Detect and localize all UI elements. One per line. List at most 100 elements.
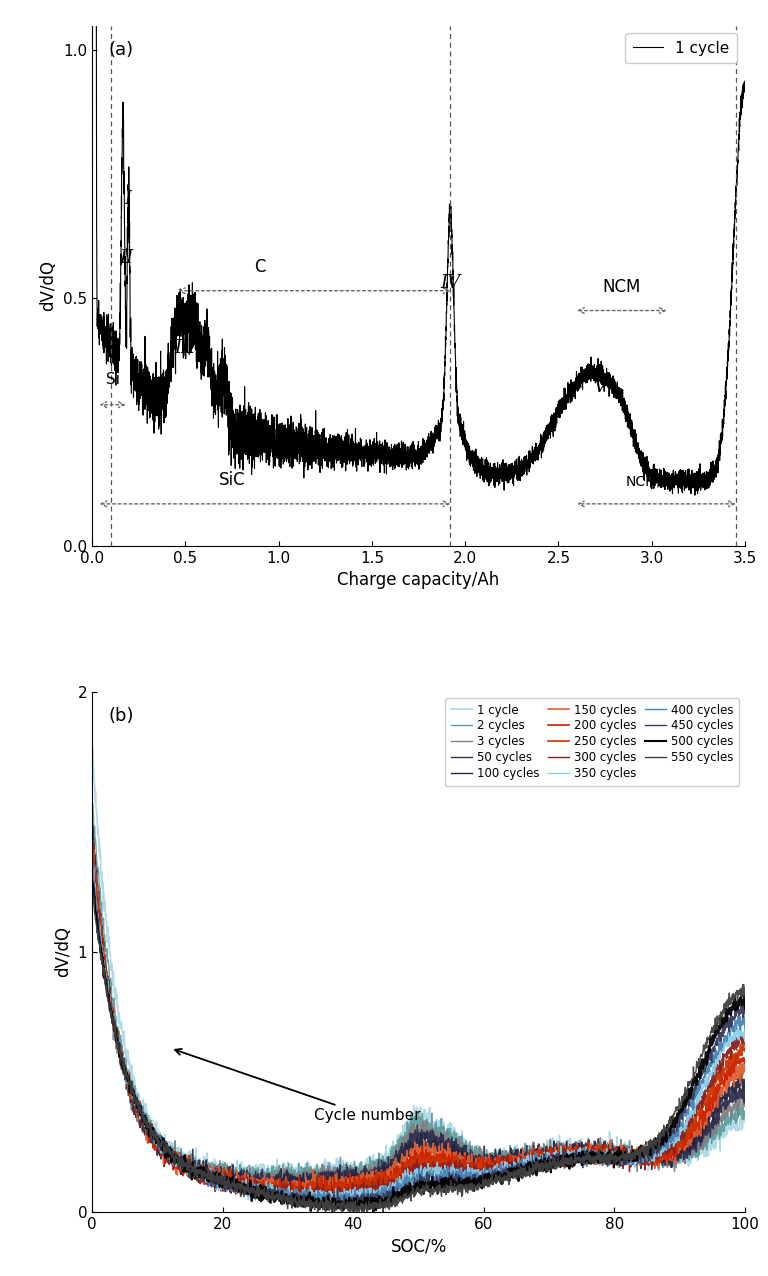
Text: V: V	[593, 379, 606, 397]
1 cycle	[389, 1139, 398, 1155]
550 cycles	[122, 1063, 131, 1078]
Line: 500 cycles: 500 cycles	[93, 883, 745, 1212]
500 cycles	[722, 1014, 731, 1030]
300 cycles	[740, 1037, 750, 1053]
300 cycles	[293, 1197, 303, 1212]
1 cycle	[722, 1127, 731, 1142]
Line: 150 cycles: 150 cycles	[93, 840, 745, 1197]
2 cycles	[721, 1114, 730, 1129]
250 cycles	[122, 1073, 131, 1088]
150 cycles	[722, 1074, 731, 1090]
2 cycles	[406, 1115, 415, 1131]
150 cycles	[321, 1189, 330, 1205]
250 cycles	[335, 1194, 344, 1210]
400 cycles	[352, 1201, 361, 1216]
200 cycles	[122, 1069, 131, 1085]
Legend: 1 cycle: 1 cycle	[625, 33, 737, 64]
50 cycles	[88, 818, 98, 833]
100 cycles	[389, 1159, 398, 1174]
3 cycles	[722, 1097, 731, 1113]
300 cycles	[406, 1165, 415, 1180]
Text: (a): (a)	[108, 41, 134, 59]
450 cycles	[121, 1060, 131, 1076]
100 cycles	[740, 1072, 750, 1087]
450 cycles	[721, 1012, 730, 1027]
2 cycles	[285, 1182, 294, 1197]
3 cycles	[121, 1073, 131, 1088]
1 cycle	[259, 435, 268, 450]
350 cycles	[88, 859, 98, 874]
50 cycles	[121, 1069, 131, 1085]
250 cycles	[88, 843, 98, 859]
400 cycles	[722, 1034, 731, 1049]
1 cycle	[121, 1042, 131, 1058]
200 cycles	[722, 1067, 731, 1082]
500 cycles	[389, 1179, 398, 1194]
2 cycles	[88, 795, 98, 810]
500 cycles	[122, 1069, 131, 1085]
450 cycles	[406, 1178, 415, 1193]
250 cycles	[406, 1161, 415, 1176]
1 cycle	[406, 1122, 415, 1137]
150 cycles	[88, 832, 98, 847]
Line: 3 cycles: 3 cycles	[93, 859, 745, 1191]
Line: 300 cycles: 300 cycles	[93, 863, 745, 1205]
150 cycles	[721, 1085, 730, 1100]
Text: Cycle number: Cycle number	[175, 1049, 421, 1123]
500 cycles	[369, 1205, 378, 1220]
500 cycles	[88, 875, 98, 891]
550 cycles	[389, 1197, 398, 1212]
Text: I: I	[124, 190, 131, 208]
1 cycle	[404, 454, 413, 470]
100 cycles	[88, 829, 98, 845]
450 cycles	[602, 1155, 611, 1170]
3 cycles	[389, 1152, 398, 1168]
1 cycle	[602, 1147, 611, 1162]
200 cycles	[88, 835, 98, 850]
150 cycles	[740, 1058, 750, 1073]
3 cycles	[740, 1088, 750, 1104]
3 cycles	[406, 1123, 415, 1138]
1 cycle	[740, 84, 750, 100]
300 cycles	[722, 1049, 731, 1064]
100 cycles	[722, 1091, 731, 1106]
Text: NCM/SiC: NCM/SiC	[626, 475, 685, 489]
300 cycles	[88, 857, 98, 873]
Text: III: III	[175, 338, 196, 357]
Text: SiC: SiC	[219, 471, 245, 489]
250 cycles	[722, 1055, 731, 1071]
350 cycles	[740, 1021, 750, 1036]
500 cycles	[406, 1180, 415, 1196]
150 cycles	[389, 1157, 398, 1173]
250 cycles	[740, 1042, 750, 1058]
100 cycles	[722, 1090, 731, 1105]
Line: 50 cycles: 50 cycles	[93, 826, 745, 1194]
400 cycles	[740, 1021, 750, 1036]
450 cycles	[722, 1018, 731, 1034]
X-axis label: Charge capacity/Ah: Charge capacity/Ah	[337, 572, 500, 590]
550 cycles	[722, 994, 731, 1009]
350 cycles	[313, 1199, 322, 1215]
550 cycles	[88, 889, 98, 905]
450 cycles	[740, 994, 750, 1009]
350 cycles	[721, 1035, 730, 1050]
200 cycles	[722, 1064, 731, 1079]
350 cycles	[602, 1141, 611, 1156]
100 cycles	[248, 1188, 257, 1203]
50 cycles	[273, 1187, 283, 1202]
350 cycles	[121, 1076, 131, 1091]
500 cycles	[722, 1009, 731, 1025]
350 cycles	[406, 1169, 415, 1184]
150 cycles	[602, 1151, 611, 1166]
Line: 200 cycles: 200 cycles	[93, 842, 745, 1199]
Text: IV: IV	[440, 274, 460, 292]
200 cycles	[406, 1155, 415, 1170]
1 cycle	[88, 18, 97, 33]
1 cycle	[740, 1114, 750, 1129]
100 cycles	[406, 1142, 415, 1157]
Line: 1 cycle: 1 cycle	[92, 26, 745, 495]
450 cycles	[389, 1189, 398, 1205]
Line: 2 cycles: 2 cycles	[93, 803, 745, 1189]
50 cycles	[721, 1097, 730, 1113]
50 cycles	[406, 1125, 415, 1141]
